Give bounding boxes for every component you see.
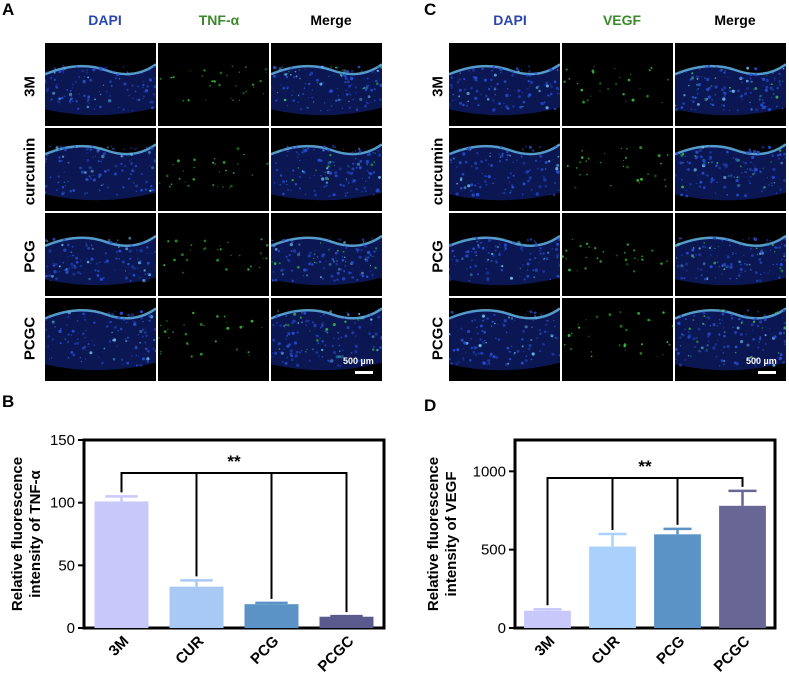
panel-a-curcumin-merge-image (271, 128, 382, 211)
panel-c-curcumin-dapi-image (449, 128, 560, 211)
x-tick-label: PCG (247, 633, 282, 668)
x-tick-label: PCGC (711, 633, 754, 676)
panel-c-curcumin-merge-image (675, 128, 786, 211)
bar-pcg (654, 534, 701, 628)
panel-a-3m-merge-image (271, 43, 382, 126)
panel-label-d: D (424, 396, 437, 415)
x-tick-label: PCGC (315, 633, 358, 676)
panel-label-b: B (2, 392, 15, 411)
scale-label-a: 500 µm (343, 356, 374, 366)
significance-bracket (120, 472, 348, 613)
panel-c-curcumin-vegf-image (562, 128, 673, 211)
row-label-c-curcumin: curcumin (429, 137, 447, 206)
x-tick-label: CUR (172, 633, 207, 668)
bar-cur (169, 586, 224, 628)
row-label-c-pcgc: PCGC (429, 316, 447, 361)
panel-a-pcg-dapi-image (45, 213, 156, 296)
header-merge-a: Merge (310, 12, 352, 28)
header-merge-c: Merge (714, 12, 756, 28)
panel-a-pcg-merge-image (271, 213, 382, 296)
significance-label: ** (638, 457, 652, 476)
row-label-a-pcg: PCG (21, 240, 39, 273)
panel-c-pcg-vegf-image (562, 213, 673, 296)
plot-frame (82, 438, 386, 630)
header-dapi-a: DAPI (88, 12, 122, 28)
y-tick-label: 0 (67, 620, 75, 637)
bar-pcg (244, 604, 299, 628)
panel-c-pcg-merge-image (675, 213, 786, 296)
panel-a-curcumin-tnf-image (158, 128, 269, 211)
header-dapi-c: DAPI (493, 12, 527, 28)
y-tick-label: 1000 (473, 463, 506, 480)
x-tick-label: PCG (653, 633, 688, 668)
panel-c-3m-vegf-image (562, 43, 673, 126)
y-tick-label: 50 (58, 557, 75, 574)
significance-label: ** (227, 452, 241, 471)
row-label-a-3m: 3M (21, 76, 39, 97)
scale-bar-c (758, 371, 776, 374)
panel-c-pcgc-dapi-image (449, 298, 560, 381)
row-label-c-pcg: PCG (429, 240, 447, 273)
header-vegf-c: VEGF (602, 12, 642, 28)
panel-c-pcg-dapi-image (449, 213, 560, 296)
y-tick-label: 0 (498, 620, 506, 637)
bar-3m (524, 610, 571, 628)
y-tick-label: 500 (481, 542, 506, 559)
x-tick-label: CUR (588, 633, 623, 668)
bar-3m (94, 501, 149, 628)
bar-pcgc (719, 505, 766, 628)
panel-c-pcgc-merge-image (675, 298, 786, 381)
y-axis-label: Relative fluorescenceintensity of VEGF (425, 457, 460, 611)
significance-bracket (546, 477, 744, 606)
y-axis-label: Relative fluorescenceintensity of TNF-α (9, 457, 44, 611)
row-label-a-pcgc: PCGC (21, 316, 39, 361)
bar-pcgc (319, 616, 374, 628)
y-tick-label: 100 (50, 495, 75, 512)
panel-a-pcgc-dapi-image (45, 298, 156, 381)
plot-frame (513, 438, 777, 630)
header-tnf-a: TNF-α (198, 12, 240, 28)
panel-a-3m-tnf-image (158, 43, 269, 126)
scale-bar-a (355, 371, 373, 374)
panel-a-pcgc-merge-image (271, 298, 382, 381)
row-label-c-3m: 3M (429, 76, 447, 97)
y-tick-label: 150 (50, 432, 75, 449)
panel-a-curcumin-dapi-image (45, 128, 156, 211)
panel-label-c: C (424, 0, 437, 19)
row-label-a-curcumin: curcumin (21, 137, 39, 206)
panel-c-pcgc-vegf-image (562, 298, 673, 381)
x-tick-label: 3M (106, 633, 133, 660)
panel-c-3m-merge-image (675, 43, 786, 126)
panel-a-3m-dapi-image (45, 43, 156, 126)
x-tick-label: 3M (532, 633, 559, 660)
panel-label-a: A (2, 0, 15, 19)
chart-b-tnf: 0 50 100 150 Relative fluorescenceintensity … (9, 432, 386, 676)
panel-c-3m-dapi-image (449, 43, 560, 126)
chart-d-vegf: 0 500 1000 Relative fluorescenceintensity o… (425, 438, 777, 676)
bar-cur (589, 546, 636, 628)
panel-a-pcgc-tnf-image (158, 298, 269, 381)
scale-label-c: 500 µm (746, 356, 777, 366)
panel-a-pcg-tnf-image (158, 213, 269, 296)
